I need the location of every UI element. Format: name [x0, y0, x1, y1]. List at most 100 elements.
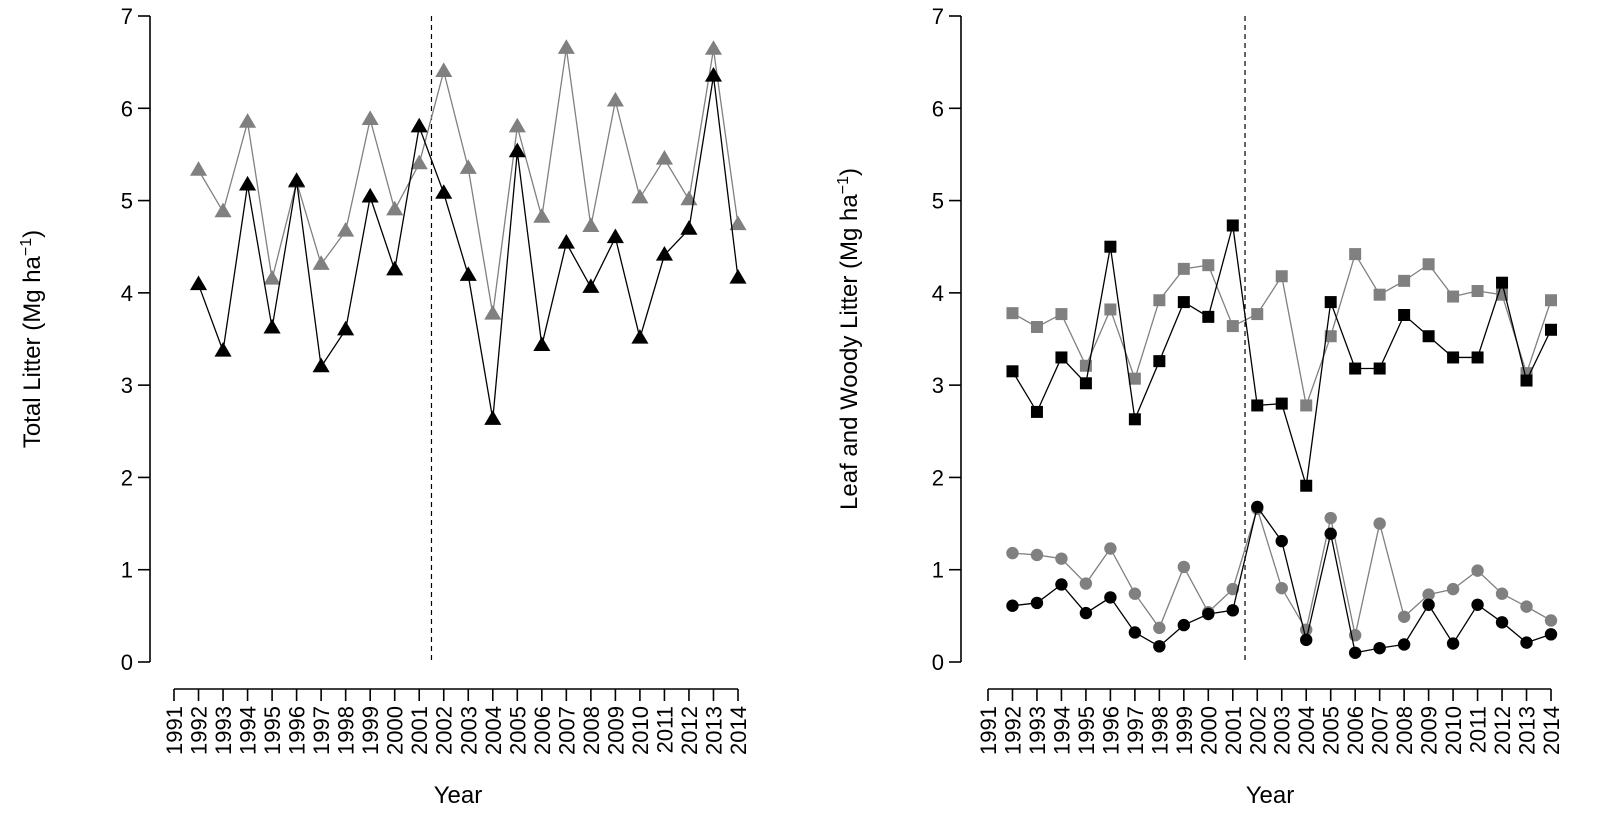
leaf-woody-litter-series-3-point [1202, 607, 1215, 621]
leaf-woody-litter-series-1-point [1373, 362, 1386, 375]
total-litter-x-tick-label: 2002 [432, 706, 457, 755]
leaf-woody-litter-y-tick-label: 6 [932, 96, 944, 121]
leaf-woody-litter-series-2-point [1128, 587, 1142, 600]
leaf-woody-litter-y-tick-label: 5 [932, 189, 944, 214]
leaf-woody-litter-x-tick-label: 2005 [1319, 706, 1344, 755]
total-litter-series-1-point [337, 320, 355, 336]
leaf-woody-litter-series-2-point [1079, 577, 1093, 590]
leaf-woody-litter-series-3-point [1055, 578, 1068, 591]
total-litter-series-1-point [655, 246, 673, 261]
leaf-woody-litter-x-tick-label: 1995 [1074, 706, 1099, 755]
total-litter-series-0-point [239, 113, 257, 128]
leaf-woody-litter-series-3-point [1324, 527, 1337, 540]
leaf-woody-litter-x-tick-label: 1999 [1172, 706, 1197, 755]
total-litter-x-tick-label: 2010 [628, 706, 653, 755]
total-litter-x-tick-label: 2006 [530, 706, 555, 755]
leaf-woody-litter-x-tick-label: 2004 [1294, 706, 1319, 755]
total-litter-y-tick-label: 4 [121, 281, 133, 306]
leaf-woody-litter-series-3-point [1104, 591, 1117, 604]
leaf-woody-litter-series-0-point [1251, 308, 1264, 321]
leaf-woody-litter-series-1-point [1545, 323, 1557, 336]
leaf-woody-litter-y-axis-title-close: ) [836, 168, 863, 176]
total-litter-series-1-point [361, 187, 379, 203]
leaf-woody-litter-series-1-point [1324, 296, 1337, 309]
total-litter-series-0-point [263, 270, 281, 285]
leaf-woody-litter-series-1-point [1226, 219, 1239, 232]
total-litter-series-1-point [557, 234, 575, 249]
leaf-woody-litter-series-0-point [1104, 303, 1117, 316]
total-litter-series-0-point [361, 110, 379, 125]
leaf-woody-litter-y-tick-label: 0 [932, 650, 944, 675]
total-litter-series-0-point [655, 150, 673, 165]
leaf-woody-litter-series-2-point [1006, 546, 1019, 560]
leaf-woody-litter-series-0-point [1275, 270, 1288, 283]
leaf-woody-litter-series-3-line [1012, 505, 1552, 654]
total-litter-series-1-point [189, 275, 208, 291]
leaf-woody-litter-y-axis-title: Leaf and Woody Litter (Mg ha−1) [835, 168, 863, 510]
leaf-woody-litter-series-1-point [1055, 351, 1068, 364]
leaf-woody-litter-x-tick-label: 2006 [1343, 706, 1368, 755]
leaf-woody-litter-series-0-point [1422, 258, 1435, 271]
total-litter-series-0-point [582, 217, 600, 232]
leaf-woody-litter-series-3-point [1348, 646, 1362, 659]
total-litter-x-tick-label: 2013 [701, 706, 726, 755]
total-litter-series-0-point [214, 202, 232, 218]
total-litter-x-axis-title: Year [434, 782, 483, 809]
leaf-woody-litter-x-tick-label: 2014 [1539, 706, 1564, 755]
total-litter-x-tick-label: 2012 [677, 706, 702, 755]
leaf-woody-litter-series-3-point [1006, 599, 1019, 612]
total-litter-series-0-point [386, 200, 404, 216]
leaf-woody-litter-x-tick-label: 2000 [1196, 706, 1221, 755]
leaf-woody-litter-series-0-point [1545, 294, 1557, 307]
total-litter-x-tick-label: 1992 [187, 706, 212, 755]
leaf-woody-litter-series-2-point [1275, 581, 1288, 595]
leaf-woody-litter-series-0-point [1324, 330, 1337, 343]
leaf-woody-litter-series-1-point [1202, 310, 1215, 323]
leaf-woody-litter-series-3-point [1446, 637, 1460, 650]
total-litter-series-0-point [337, 222, 355, 237]
total-litter-series-1-point [459, 266, 477, 281]
total-litter-plot: 0 1 2 3 4 5 6 7 1991 1992 1993 1994 1995 1996 1997 1998… [121, 4, 751, 755]
leaf-woody-litter-series-0-point [1177, 262, 1190, 275]
total-litter-series-0-point [312, 255, 330, 270]
leaf-woody-litter-x-tick-label: 2008 [1392, 706, 1417, 755]
leaf-woody-litter-series-1-line [1011, 225, 1552, 486]
total-litter-x-tick-label: 2014 [726, 706, 751, 755]
total-litter-y-axis-title-sup: −1 [18, 238, 35, 256]
total-litter-x-tick-label: 2001 [407, 706, 432, 755]
leaf-woody-litter-x-tick-label: 1997 [1123, 706, 1148, 755]
leaf-woody-litter-y-tick-label: 2 [932, 465, 944, 490]
leaf-woody-litter-series-0-point [1226, 320, 1239, 333]
leaf-woody-litter-series-3-point [1079, 606, 1093, 620]
leaf-woody-litter-series-2-point [1520, 600, 1533, 613]
leaf-woody-litter-series-3-point [1153, 640, 1166, 653]
leaf-woody-litter-y-tick-label: 4 [932, 281, 944, 306]
total-litter-x-tick-label: 2003 [456, 706, 481, 755]
leaf-woody-litter-series-0-point [1030, 321, 1043, 334]
leaf-woody-litter-series-0-point [1398, 274, 1411, 287]
total-litter-series-1-point [288, 172, 306, 187]
leaf-woody-litter-series-1-point [1447, 351, 1460, 364]
leaf-woody-litter-series-2-point [1177, 560, 1191, 574]
total-litter-x-tick-label: 2011 [652, 706, 677, 753]
leaf-woody-litter-panel: 0 1 2 3 4 5 6 7 1991 1992 1993 1994 1995 1996 1997 1998… [835, 4, 1564, 809]
leaf-woody-litter-x-tick-label: 1996 [1098, 706, 1123, 755]
leaf-woody-litter-series-2-point [1153, 621, 1166, 635]
leaf-woody-litter-x-tick-label: 2011 [1466, 706, 1491, 753]
total-litter-series-1-point [680, 220, 698, 235]
leaf-woody-litter-series-0-point [1349, 248, 1362, 261]
leaf-woody-litter-series-2-point [1495, 587, 1509, 600]
leaf-woody-litter-series-1-point [1300, 479, 1313, 492]
total-litter-series-1-point [508, 142, 526, 158]
total-litter-x-tick-label: 2000 [383, 706, 408, 755]
leaf-woody-litter-series-3-point [1177, 618, 1191, 632]
total-litter-y-tick-label: 1 [121, 558, 133, 583]
leaf-woody-litter-series-2-point [1324, 511, 1337, 525]
leaf-woody-litter-series-0-point [1128, 372, 1141, 385]
total-litter-series-1-point [263, 318, 281, 334]
leaf-woody-litter-x-tick-label: 1994 [1049, 706, 1074, 755]
total-litter-series-1-point [484, 410, 502, 425]
leaf-woody-litter-series-0-point [1055, 308, 1068, 321]
leaf-woody-litter-y-tick-label: 3 [932, 373, 944, 398]
